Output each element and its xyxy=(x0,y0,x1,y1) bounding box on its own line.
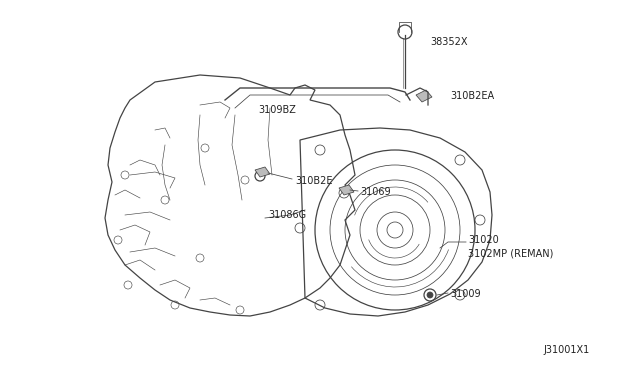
Polygon shape xyxy=(416,90,432,102)
Text: 31086G: 31086G xyxy=(268,210,306,220)
Text: 38352X: 38352X xyxy=(430,37,467,47)
Text: 3102MP (REMAN): 3102MP (REMAN) xyxy=(468,248,554,258)
Circle shape xyxy=(427,292,433,298)
Text: 31020: 31020 xyxy=(468,235,499,245)
Text: J31001X1: J31001X1 xyxy=(544,345,590,355)
Polygon shape xyxy=(339,185,354,195)
Text: 310B2EA: 310B2EA xyxy=(450,91,494,101)
Text: 310B2E: 310B2E xyxy=(295,176,333,186)
Text: 31009: 31009 xyxy=(450,289,481,299)
Text: 31069: 31069 xyxy=(360,187,390,197)
Polygon shape xyxy=(255,167,270,177)
Text: 3109BZ: 3109BZ xyxy=(258,105,296,115)
